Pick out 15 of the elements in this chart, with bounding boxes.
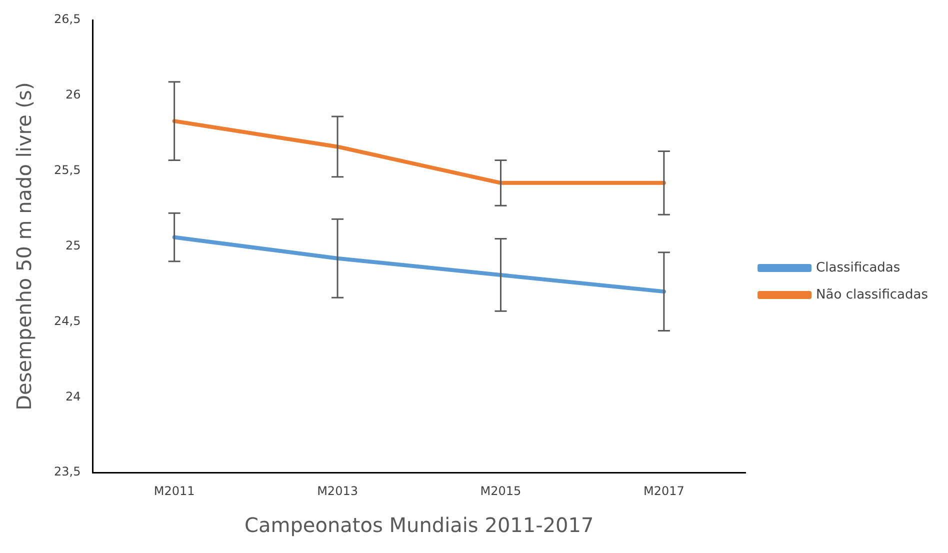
- x-tick-label: M2011: [154, 484, 195, 498]
- y-axis-title: Desempenho 50 m nado livre (s): [12, 82, 36, 410]
- legend-label: Não classificadas: [816, 287, 928, 302]
- x-tick-label: M2013: [317, 484, 358, 498]
- y-tick-label: 25,5: [54, 162, 81, 177]
- x-tick-label: M2017: [643, 484, 684, 498]
- legend-label: Classificadas: [816, 260, 900, 276]
- y-tick-label: 23,5: [54, 464, 81, 479]
- x-tick-label: M2015: [480, 484, 522, 498]
- y-tick-label: 26,5: [54, 12, 81, 26]
- y-tick-label: 26: [65, 88, 81, 102]
- y-tick-label: 25: [65, 238, 81, 252]
- y-tick-label: 24: [65, 389, 81, 404]
- y-tick-label: 24,5: [54, 314, 81, 328]
- x-axis-title: Campeonatos Mundiais 2011-2017: [244, 513, 594, 538]
